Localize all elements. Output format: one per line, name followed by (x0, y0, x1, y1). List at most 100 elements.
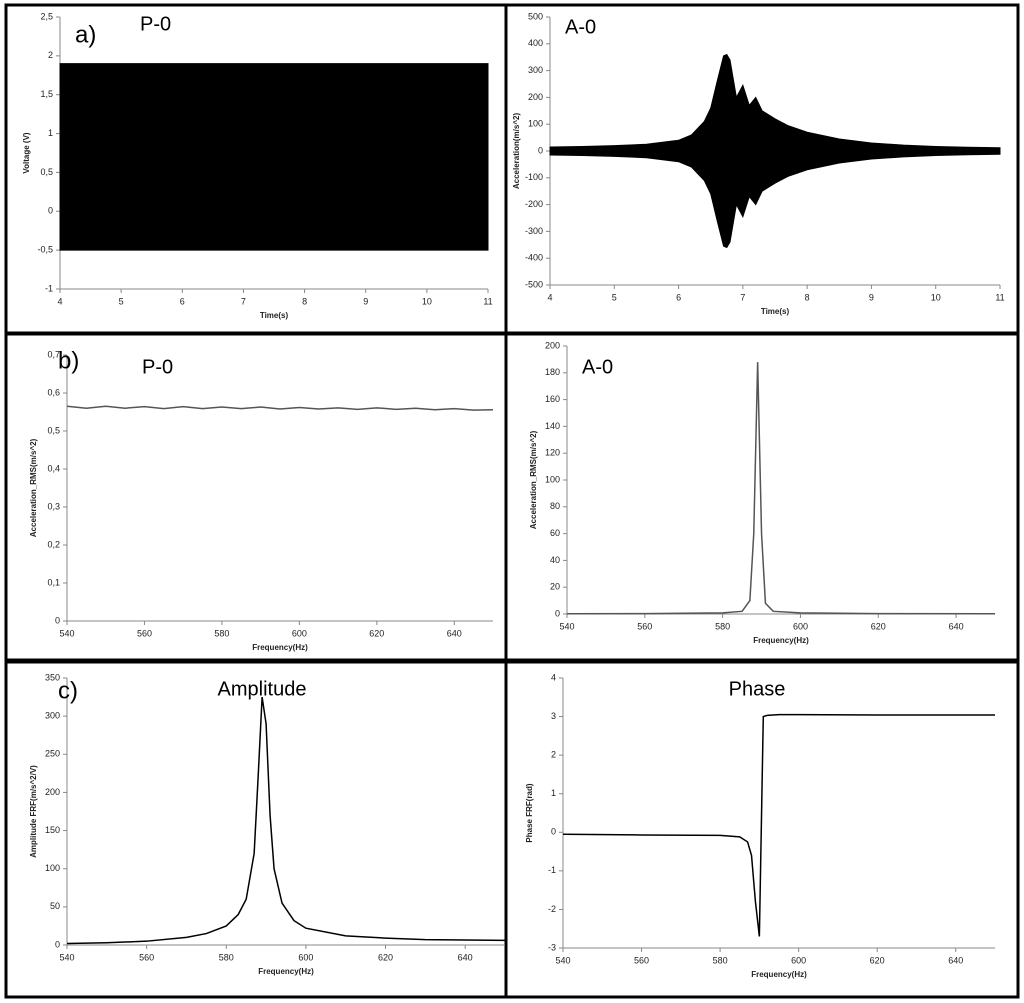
x-axis-title: Frequency(Hz) (751, 970, 807, 979)
x-tick-label: 540 (555, 955, 570, 965)
panel-label: a) (75, 21, 96, 48)
x-tick-label: 640 (447, 628, 462, 638)
y-tick-label: 40 (550, 555, 560, 565)
x-tick-label: 620 (871, 621, 886, 631)
y-tick-label: 1 (48, 128, 53, 138)
x-tick-label: 6 (676, 292, 681, 302)
y-tick-label: -500 (525, 279, 543, 289)
y-tick-label: 1,5 (40, 89, 53, 99)
x-tick-label: 7 (740, 292, 745, 302)
y-tick-label: 500 (528, 11, 543, 21)
x-axis-title: Time(s) (761, 307, 790, 316)
y-axis-title: Voltage (V) (22, 132, 31, 174)
y-axis-title: Acceleration_RMS(m/s^2) (529, 430, 538, 529)
x-tick-label: 8 (805, 292, 810, 302)
chart-title: Phase (729, 678, 786, 700)
y-tick-label: -400 (525, 253, 543, 263)
y-tick-label: 300 (528, 65, 543, 75)
x-tick-label: 11 (483, 296, 492, 306)
y-tick-label: -2 (548, 904, 556, 914)
x-tick-label: 540 (59, 628, 74, 638)
y-tick-label: 300 (45, 711, 60, 721)
y-tick-label: 80 (550, 501, 560, 511)
x-tick-label: 5 (612, 292, 617, 302)
panel-label: c) (58, 677, 78, 704)
y-tick-label: 120 (545, 448, 560, 458)
chart-title: A-0 (565, 16, 596, 38)
data-line (562, 713, 995, 937)
y-tick-label: 0,2 (47, 539, 60, 549)
x-tick-label: 540 (559, 621, 574, 631)
y-tick-label: -1 (45, 283, 53, 293)
y-tick-label: 60 (550, 528, 560, 538)
y-tick-label: 180 (545, 367, 560, 377)
x-tick-label: 620 (378, 952, 393, 962)
x-tick-label: 600 (793, 621, 808, 631)
panel-border (504, 332, 1020, 662)
x-tick-label: 560 (137, 628, 152, 638)
x-tick-label: 9 (363, 296, 368, 306)
signal-envelope (59, 63, 489, 251)
y-tick-label: 250 (45, 749, 60, 759)
y-axis-title: Acceleration_RMS(m/s^2) (29, 438, 38, 537)
x-tick-label: 6 (180, 296, 185, 306)
y-tick-label: 200 (528, 92, 543, 102)
y-tick-label: 400 (528, 38, 543, 48)
y-axis-title: Amplitude FRF(m/s^2/V) (29, 765, 38, 858)
signal-envelope (549, 53, 1001, 249)
y-tick-label: 2,5 (40, 11, 53, 21)
y-tick-label: 200 (45, 787, 60, 797)
y-tick-label: 2 (551, 750, 556, 760)
x-tick-label: 4 (57, 296, 62, 306)
y-tick-label: 0 (555, 608, 560, 618)
y-tick-label: 20 (550, 582, 560, 592)
y-tick-label: 160 (545, 394, 560, 404)
y-tick-label: 0 (55, 939, 60, 949)
x-tick-label: 10 (931, 292, 941, 302)
panel-label: b) (58, 347, 79, 374)
x-axis-title: Frequency(Hz) (753, 636, 809, 645)
y-tick-label: 0,4 (47, 463, 60, 473)
y-tick-label: 0 (538, 145, 543, 155)
y-axis-title: Acceleration(m/s^2) (512, 113, 521, 190)
x-tick-label: 7 (241, 296, 246, 306)
y-axis-title: Phase FRF(rad) (525, 783, 534, 842)
x-tick-label: 9 (869, 292, 874, 302)
x-tick-label: 620 (870, 955, 885, 965)
y-tick-label: 0,3 (47, 501, 60, 511)
x-tick-label: 580 (715, 621, 730, 631)
y-tick-label: 0 (551, 827, 556, 837)
panel-border (504, 660, 1020, 999)
y-tick-label: 0,7 (47, 349, 60, 359)
y-tick-label: 140 (545, 421, 560, 431)
x-tick-label: 580 (713, 955, 728, 965)
y-tick-label: 1 (551, 788, 556, 798)
y-tick-label: 200 (545, 340, 560, 350)
data-line (66, 405, 494, 411)
y-tick-label: 100 (545, 474, 560, 484)
x-tick-label: 560 (634, 955, 649, 965)
x-tick-label: 11 (995, 292, 1004, 302)
x-tick-label: 580 (214, 628, 229, 638)
x-tick-label: 620 (369, 628, 384, 638)
y-tick-label: -200 (525, 199, 543, 209)
x-tick-label: 540 (59, 952, 74, 962)
x-tick-label: 560 (637, 621, 652, 631)
y-tick-label: -300 (525, 226, 543, 236)
x-tick-label: 640 (458, 952, 473, 962)
y-tick-label: 4 (551, 672, 556, 682)
x-tick-label: 4 (547, 292, 552, 302)
y-tick-label: -0,5 (37, 245, 53, 255)
y-tick-label: 100 (528, 119, 543, 129)
y-tick-label: 0,1 (47, 577, 60, 587)
y-tick-label: 350 (45, 672, 60, 682)
y-tick-label: 0 (55, 615, 60, 625)
y-tick-label: 0,6 (47, 387, 60, 397)
chart-title: P-0 (140, 13, 171, 35)
x-tick-label: 580 (219, 952, 234, 962)
x-axis-title: Frequency(Hz) (258, 967, 314, 976)
y-tick-label: 2 (48, 50, 53, 60)
x-axis-title: Time(s) (260, 311, 289, 320)
